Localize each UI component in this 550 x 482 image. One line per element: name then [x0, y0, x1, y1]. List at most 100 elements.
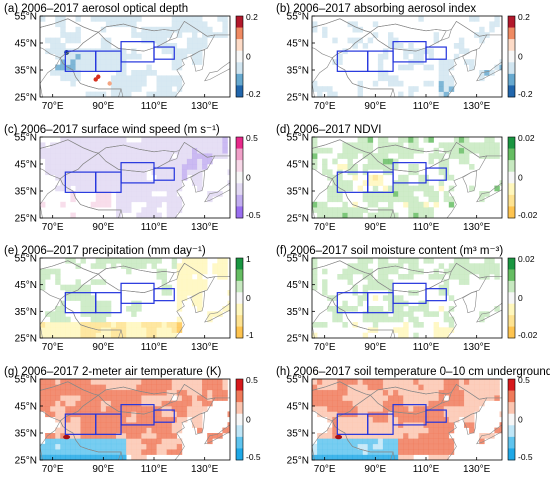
lon-tick-label: 130°E	[191, 342, 219, 353]
study-region-boxes	[64, 404, 175, 435]
colorbar: 0.5 0 -0.5	[235, 133, 261, 220]
colorbar-tick-max: 0.5	[246, 133, 258, 143]
lat-tick-label: 45°N	[287, 402, 309, 413]
lat-tick-label: 25°N	[287, 214, 309, 225]
colorbar-tick-max: 0.2	[246, 12, 258, 22]
lat-tick-label: 35°N	[287, 66, 309, 77]
lat-tick-label: 55°N	[15, 133, 37, 144]
lon-tick-label: 70°E	[42, 464, 64, 475]
lat-tick-label: 25°N	[287, 93, 309, 104]
colorbar: 0.5 0 -0.5	[235, 375, 261, 462]
colorbar-tick-min: -0.5	[518, 452, 533, 462]
lon-tick-label: 70°E	[314, 342, 336, 353]
map-frame	[39, 378, 231, 461]
lat-tick-label: 25°N	[15, 334, 37, 345]
region-box	[425, 288, 447, 302]
study-region-boxes	[336, 41, 447, 72]
colorbar-tick-min: -0.2	[518, 89, 533, 99]
lon-tick-label: 130°E	[191, 464, 219, 475]
country-borders	[312, 258, 502, 338]
colorbar-tick-min: -0.02	[518, 330, 538, 340]
lon-tick-label: 110°E	[141, 464, 168, 475]
colorbar-tick-mid: 0	[246, 293, 251, 303]
panel-title: (c) 2006–2017 surface wind speed (m s⁻¹)	[4, 124, 220, 136]
colorbar-tick-mid: 0	[246, 52, 251, 62]
country-borders	[312, 16, 502, 97]
colorbar: 0.02 0 -0.02	[507, 254, 538, 340]
map-panel-precip: (e) 2006–2017 precipitation (mm day⁻¹)55…	[4, 245, 254, 353]
lon-tick-label: 90°E	[364, 222, 386, 233]
lat-tick-label: 45°N	[15, 402, 37, 413]
colorbar: 0.2 0 -0.2	[235, 12, 261, 99]
map-frame	[39, 15, 231, 98]
colorbar-tick-min: -1	[246, 330, 254, 340]
colorbar-tick-max: 0.02	[518, 254, 535, 264]
hotspot	[63, 434, 71, 440]
lat-tick-label: 45°N	[15, 280, 37, 291]
lat-tick-label: 35°N	[15, 307, 37, 318]
colorbar: 0.2 0 -0.2	[507, 12, 533, 99]
map-frame	[311, 257, 503, 339]
lon-tick-label: 110°E	[413, 101, 440, 112]
region-box	[153, 46, 175, 60]
lat-tick-label: 35°N	[287, 429, 309, 440]
lon-tick-label: 130°E	[463, 101, 491, 112]
lon-tick-label: 90°E	[364, 342, 386, 353]
hotspot	[335, 434, 343, 440]
lon-tick-label: 70°E	[42, 222, 64, 233]
country-borders	[40, 16, 230, 97]
country-borders	[40, 258, 230, 338]
lon-tick-label: 130°E	[463, 342, 491, 353]
hotspot	[93, 77, 98, 82]
data-field	[40, 137, 230, 218]
region-box	[153, 288, 175, 302]
lon-tick-label: 90°E	[92, 464, 114, 475]
lat-tick-label: 55°N	[287, 12, 309, 23]
panel-title: (e) 2006–2017 precipitation (mm day⁻¹)	[4, 245, 206, 257]
colorbar-tick-max: 0.5	[518, 375, 530, 385]
lat-tick-label: 25°N	[287, 456, 309, 467]
lon-tick-label: 90°E	[92, 101, 114, 112]
study-region-boxes	[64, 282, 175, 314]
region-box	[425, 46, 447, 60]
colorbar-tick-max: 0.2	[518, 12, 530, 22]
lon-tick-label: 110°E	[141, 342, 168, 353]
map-frame	[39, 136, 231, 219]
lat-tick-label: 35°N	[15, 187, 37, 198]
lon-tick-label: 130°E	[463, 222, 491, 233]
colorbar-tick-min: -0.5	[246, 210, 261, 220]
panel-title: (a) 2006–2017 aerosol optical depth	[4, 3, 188, 15]
lon-tick-label: 70°E	[314, 222, 336, 233]
lat-tick-label: 45°N	[287, 39, 309, 50]
map-frame	[311, 15, 503, 98]
data-field	[40, 379, 230, 460]
colorbar-tick-max: 0.5	[246, 375, 258, 385]
panel-title: (b) 2006–2017 absorbing aerosol index	[276, 3, 476, 15]
panel-title: (d) 2006–2017 NDVI	[276, 124, 381, 136]
map-panel-aai: (b) 2006–2017 absorbing aerosol index55°…	[276, 3, 533, 112]
colorbar-tick-max: 0.02	[518, 133, 535, 143]
hotspot	[107, 81, 112, 86]
lon-tick-label: 70°E	[42, 101, 64, 112]
lon-tick-label: 110°E	[413, 342, 440, 353]
colorbar: 1 0 -1	[235, 254, 254, 340]
lon-tick-label: 90°E	[364, 464, 386, 475]
lon-tick-label: 130°E	[191, 222, 219, 233]
lat-tick-label: 55°N	[15, 12, 37, 23]
lat-tick-label: 55°N	[287, 375, 309, 386]
colorbar: 0.02 0 -0.02	[507, 133, 538, 220]
lon-tick-label: 110°E	[141, 222, 168, 233]
data-field	[312, 137, 502, 218]
lon-tick-label: 90°E	[364, 101, 386, 112]
panel-title: (h) 2006–2017 soil temperature 0–10 cm u…	[276, 366, 550, 378]
colorbar-tick-mid: 0	[518, 52, 523, 62]
colorbar-tick-mid: 0	[518, 173, 523, 183]
lat-tick-label: 35°N	[15, 66, 37, 77]
lon-tick-label: 110°E	[141, 101, 168, 112]
lon-tick-label: 130°E	[191, 101, 219, 112]
lon-tick-label: 110°E	[413, 464, 440, 475]
colorbar-tick-mid: 0	[518, 415, 523, 425]
lon-tick-label: 90°E	[92, 342, 114, 353]
